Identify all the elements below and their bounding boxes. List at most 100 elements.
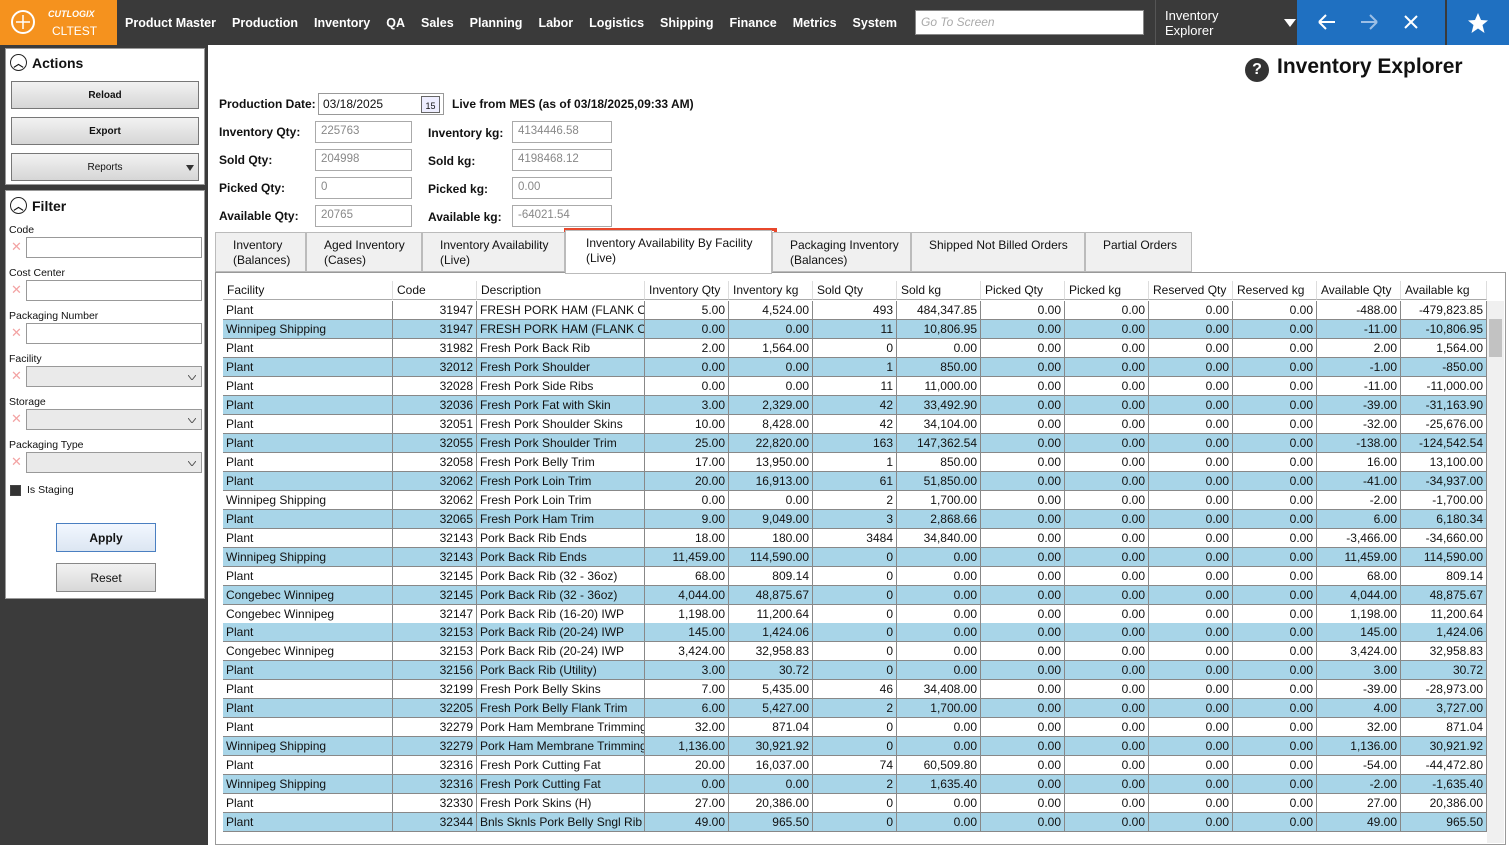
table-cell: 1 bbox=[813, 453, 897, 472]
help-icon[interactable]: ? bbox=[1245, 58, 1269, 82]
nav-item[interactable]: Sales bbox=[421, 16, 454, 30]
tab[interactable]: Inventory Availability By Facility(Live) bbox=[565, 230, 772, 274]
screen-select[interactable]: Inventory Explorer bbox=[1155, 0, 1296, 45]
logo[interactable]: CUTLOGIX CLTEST bbox=[0, 0, 117, 45]
nav-item[interactable]: Metrics bbox=[793, 16, 837, 30]
filter-input[interactable] bbox=[26, 237, 202, 258]
nav-item[interactable]: System bbox=[853, 16, 897, 30]
filter-input[interactable] bbox=[26, 323, 202, 344]
clear-icon[interactable]: ✕ bbox=[11, 368, 22, 384]
tab[interactable]: Aged Inventory(Cases) bbox=[306, 232, 422, 272]
apply-button[interactable]: Apply bbox=[56, 523, 156, 552]
column-header[interactable]: Description bbox=[477, 281, 645, 300]
production-date-input[interactable]: 03/18/2025 15 bbox=[318, 93, 444, 115]
nav-item[interactable]: Shipping bbox=[660, 16, 713, 30]
table-cell: 0.00 bbox=[981, 642, 1065, 661]
reports-dropdown[interactable]: Reports bbox=[11, 153, 199, 181]
tab[interactable]: Inventory Availability(Live) bbox=[422, 232, 565, 272]
table-cell: 0.00 bbox=[1065, 529, 1149, 548]
clear-icon[interactable]: ✕ bbox=[11, 325, 22, 341]
column-header[interactable]: Inventory kg bbox=[729, 281, 813, 300]
filter-input[interactable] bbox=[26, 280, 202, 301]
nav-item[interactable]: QA bbox=[386, 16, 405, 30]
table-cell: 6,180.34 bbox=[1401, 510, 1487, 529]
table-cell: 0.00 bbox=[1149, 680, 1233, 699]
nav-item[interactable]: Production bbox=[232, 16, 298, 30]
filter-dropdown[interactable] bbox=[26, 366, 202, 387]
table-cell: 34,408.00 bbox=[897, 680, 981, 699]
column-header[interactable]: Sold Qty bbox=[813, 281, 897, 300]
table-cell: 5.00 bbox=[645, 301, 729, 320]
tab[interactable]: Packaging Inventory(Balances) bbox=[772, 232, 911, 272]
actions-header[interactable]: ︿Actions bbox=[10, 54, 83, 71]
table-cell: 0.00 bbox=[1065, 718, 1149, 737]
column-header[interactable]: Reserved Qty bbox=[1149, 281, 1233, 300]
table-cell: 7.00 bbox=[645, 680, 729, 699]
table-cell: 0.00 bbox=[897, 605, 981, 624]
column-header[interactable]: Available kg bbox=[1401, 281, 1487, 300]
table-cell: Congebec Winnipeg bbox=[223, 642, 393, 661]
clear-icon[interactable]: ✕ bbox=[11, 454, 22, 470]
scrollbar[interactable] bbox=[1487, 301, 1504, 843]
nav-item[interactable]: Labor bbox=[538, 16, 573, 30]
nav-item[interactable]: Finance bbox=[730, 16, 777, 30]
table-cell: 0.00 bbox=[981, 661, 1065, 680]
tab-label: Packaging Inventory bbox=[790, 238, 910, 253]
summary-label: Sold kg: bbox=[428, 154, 475, 168]
table-cell: 0.00 bbox=[729, 377, 813, 396]
table-cell: 0.00 bbox=[1149, 794, 1233, 813]
clear-icon[interactable]: ✕ bbox=[11, 411, 22, 427]
back-button[interactable] bbox=[1319, 15, 1335, 29]
scroll-thumb[interactable] bbox=[1489, 319, 1502, 357]
tab[interactable]: Shipped Not Billed Orders bbox=[911, 232, 1085, 272]
summary-value: 225763 bbox=[315, 121, 412, 143]
table-cell: -2.00 bbox=[1317, 491, 1401, 510]
nav-item[interactable]: Logistics bbox=[589, 16, 644, 30]
table-cell: 3,424.00 bbox=[645, 642, 729, 661]
table-cell: 0.00 bbox=[897, 548, 981, 567]
table-cell: 30,921.92 bbox=[729, 737, 813, 756]
table-cell: 0.00 bbox=[981, 358, 1065, 377]
tab[interactable]: Partial Orders bbox=[1085, 232, 1192, 272]
table-cell: 5,427.00 bbox=[729, 699, 813, 718]
column-header[interactable]: Reserved kg bbox=[1233, 281, 1317, 300]
is-staging-checkbox[interactable] bbox=[10, 485, 21, 496]
filter-dropdown[interactable] bbox=[26, 452, 202, 473]
column-header[interactable]: Picked Qty bbox=[981, 281, 1065, 300]
column-header[interactable]: Facility bbox=[223, 281, 393, 300]
table-cell: 0.00 bbox=[981, 623, 1065, 642]
tab-label: (Balances) bbox=[233, 253, 305, 268]
column-header[interactable]: Inventory Qty bbox=[645, 281, 729, 300]
table-cell: 2,329.00 bbox=[729, 396, 813, 415]
filter-header[interactable]: ︿Filter bbox=[10, 197, 66, 214]
column-header[interactable]: Picked kg bbox=[1065, 281, 1149, 300]
column-header[interactable]: Sold kg bbox=[897, 281, 981, 300]
table-cell: 32156 bbox=[393, 661, 477, 680]
column-header[interactable]: Code bbox=[393, 281, 477, 300]
nav-item[interactable]: Product Master bbox=[125, 16, 216, 30]
reset-button[interactable]: Reset bbox=[56, 563, 156, 592]
table-cell: -850.00 bbox=[1401, 358, 1487, 377]
table-cell: 0.00 bbox=[981, 415, 1065, 434]
nav-item[interactable]: Inventory bbox=[314, 16, 370, 30]
tab[interactable]: Inventory(Balances) bbox=[215, 232, 306, 272]
filter-dropdown[interactable] bbox=[26, 409, 202, 430]
table-cell: 0.00 bbox=[1065, 794, 1149, 813]
table-cell: 30.72 bbox=[1401, 661, 1487, 680]
search-box[interactable]: Go To Screen bbox=[915, 10, 1144, 35]
forward-button[interactable] bbox=[1361, 15, 1377, 29]
table-cell: 33,492.90 bbox=[897, 396, 981, 415]
table-cell: 20,386.00 bbox=[1401, 794, 1487, 813]
clear-icon[interactable]: ✕ bbox=[11, 239, 22, 255]
clear-icon[interactable]: ✕ bbox=[11, 282, 22, 298]
nav-item[interactable]: Planning bbox=[470, 16, 523, 30]
table-cell: 114,590.00 bbox=[1401, 548, 1487, 567]
column-header[interactable]: Available Qty bbox=[1317, 281, 1401, 300]
calendar-icon[interactable]: 15 bbox=[421, 96, 440, 113]
favorite-button[interactable] bbox=[1447, 0, 1509, 45]
export-button[interactable]: Export bbox=[11, 117, 199, 145]
close-button[interactable] bbox=[1405, 16, 1417, 28]
reload-button[interactable]: Reload bbox=[11, 81, 199, 109]
table-cell: 2 bbox=[813, 491, 897, 510]
table-cell: Fresh Pork Loin Trim bbox=[477, 491, 645, 510]
